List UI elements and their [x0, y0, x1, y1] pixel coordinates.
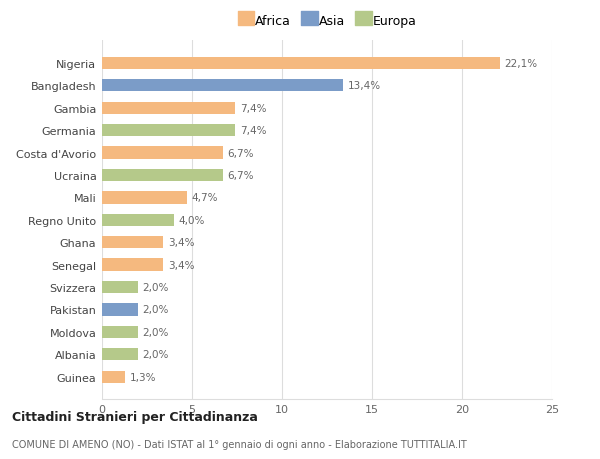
Text: 6,7%: 6,7%: [227, 171, 254, 180]
Legend: Africa, Asia, Europa: Africa, Asia, Europa: [238, 15, 416, 28]
Text: 22,1%: 22,1%: [504, 59, 538, 69]
Bar: [102, 169, 223, 182]
Text: COMUNE DI AMENO (NO) - Dati ISTAT al 1° gennaio di ogni anno - Elaborazione TUTT: COMUNE DI AMENO (NO) - Dati ISTAT al 1° …: [12, 440, 467, 449]
Bar: [102, 259, 163, 271]
Text: 7,4%: 7,4%: [240, 103, 266, 113]
Bar: [102, 80, 343, 92]
Bar: [102, 57, 500, 70]
Bar: [102, 326, 138, 338]
Bar: [102, 147, 223, 159]
Text: Cittadini Stranieri per Cittadinanza: Cittadini Stranieri per Cittadinanza: [12, 410, 258, 423]
Bar: [102, 102, 235, 115]
Text: 3,4%: 3,4%: [168, 238, 194, 248]
Text: 4,0%: 4,0%: [179, 215, 205, 225]
Bar: [102, 304, 138, 316]
Bar: [102, 236, 163, 249]
Text: 13,4%: 13,4%: [348, 81, 381, 91]
Text: 7,4%: 7,4%: [240, 126, 266, 136]
Text: 2,0%: 2,0%: [143, 350, 169, 359]
Text: 3,4%: 3,4%: [168, 260, 194, 270]
Text: 2,0%: 2,0%: [143, 305, 169, 315]
Text: 1,3%: 1,3%: [130, 372, 157, 382]
Text: 2,0%: 2,0%: [143, 327, 169, 337]
Bar: [102, 214, 174, 226]
Bar: [102, 192, 187, 204]
Bar: [102, 371, 125, 383]
Bar: [102, 281, 138, 294]
Text: 6,7%: 6,7%: [227, 148, 254, 158]
Text: 4,7%: 4,7%: [191, 193, 218, 203]
Bar: [102, 348, 138, 361]
Text: 2,0%: 2,0%: [143, 282, 169, 292]
Bar: [102, 125, 235, 137]
